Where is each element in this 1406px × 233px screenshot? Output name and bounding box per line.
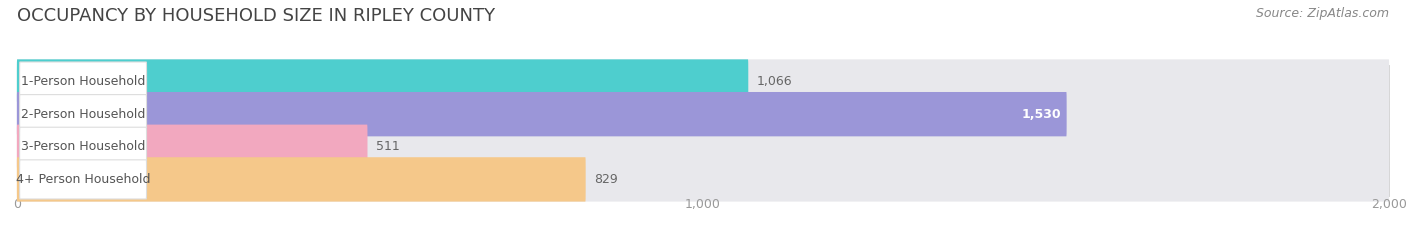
FancyBboxPatch shape xyxy=(20,160,146,199)
Text: 511: 511 xyxy=(375,140,399,153)
FancyBboxPatch shape xyxy=(20,95,146,134)
Text: 1-Person Household: 1-Person Household xyxy=(21,75,145,88)
Text: 1,066: 1,066 xyxy=(756,75,792,88)
FancyBboxPatch shape xyxy=(17,157,1389,202)
FancyBboxPatch shape xyxy=(17,157,586,202)
Text: 1,530: 1,530 xyxy=(1022,108,1062,121)
FancyBboxPatch shape xyxy=(17,125,1389,169)
Text: 3-Person Household: 3-Person Household xyxy=(21,140,145,153)
FancyBboxPatch shape xyxy=(17,92,1067,136)
FancyBboxPatch shape xyxy=(20,62,146,101)
FancyBboxPatch shape xyxy=(17,59,748,104)
Text: OCCUPANCY BY HOUSEHOLD SIZE IN RIPLEY COUNTY: OCCUPANCY BY HOUSEHOLD SIZE IN RIPLEY CO… xyxy=(17,7,495,25)
FancyBboxPatch shape xyxy=(20,127,146,166)
Text: 829: 829 xyxy=(593,173,617,186)
FancyBboxPatch shape xyxy=(17,125,367,169)
FancyBboxPatch shape xyxy=(17,59,1389,104)
FancyBboxPatch shape xyxy=(17,92,1389,136)
Text: Source: ZipAtlas.com: Source: ZipAtlas.com xyxy=(1256,7,1389,20)
Text: 2-Person Household: 2-Person Household xyxy=(21,108,145,121)
Text: 4+ Person Household: 4+ Person Household xyxy=(15,173,150,186)
